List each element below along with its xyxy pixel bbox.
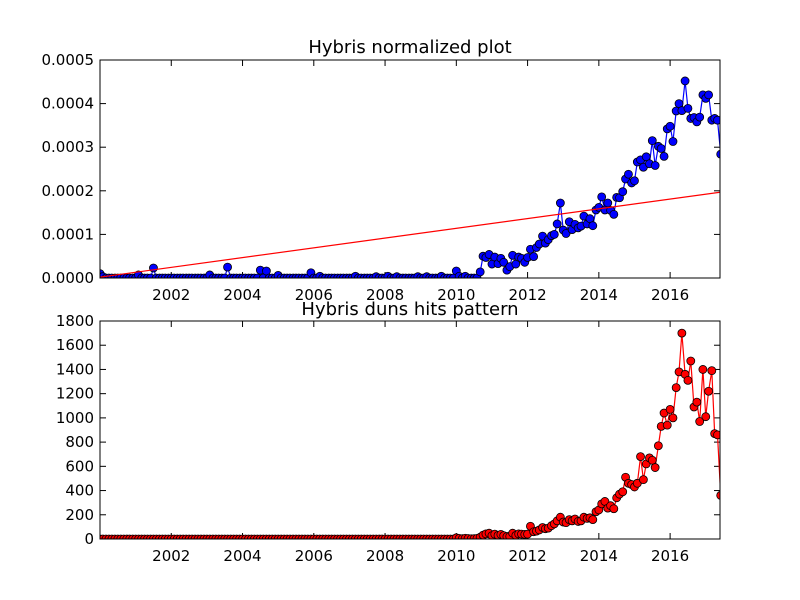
normalized-plot-series-0-point [683, 104, 693, 113]
duns-hits-plot-y-tick-label: 1200 [56, 385, 94, 403]
duns-hits-plot-y-tick-label: 800 [65, 433, 94, 451]
normalized-plot-series-0-point [695, 112, 705, 122]
normalized-plot-series-0-point [549, 229, 559, 239]
normalized-plot-series-1-line [100, 191, 720, 278]
normalized-plot: Hybris normalized plot 2002 2004 2006 2008 2… [42, 37, 721, 304]
duns-hits-plot-y-tick-label: 1400 [56, 360, 94, 378]
duns-hits-plot-series-0-point [698, 365, 708, 374]
duns-hits-plot-y-tick-label: 0 [84, 530, 94, 548]
duns-hits-plot-series-0-point [686, 356, 696, 366]
normalized-plot-y-tick-label: 0.0004 [42, 95, 95, 113]
normalized-plot-series-0-point [713, 115, 720, 125]
normalized-plot-series-0-point [561, 229, 571, 238]
duns-hits-plot-series-0-point [618, 487, 628, 497]
normalized-plot-series-0-point [609, 209, 619, 219]
normalized-plot-series-0-point [499, 257, 509, 267]
duns-hits-plot-series-0-point [665, 405, 675, 414]
duns-hits-plot-x-tick-label: 2016 [651, 547, 689, 565]
duns-hits-plot-series-0-point [677, 328, 687, 338]
normalized-plot-series-0-point [647, 136, 657, 146]
duns-hits-plot-series-0-point [609, 504, 619, 514]
normalized-plot-series-0-point [529, 252, 539, 262]
normalized-plot-data [100, 76, 720, 278]
duns-hits-plot-series-0-point [713, 430, 720, 440]
normalized-plot-series-0-point [475, 267, 485, 277]
normalized-plot-series-0-point [665, 121, 675, 131]
normalized-plot-series-0-point [704, 90, 713, 100]
duns-hits-plot-x-tick-label: 2004 [223, 547, 261, 565]
normalized-plot-series-0-point [603, 198, 613, 208]
normalized-plot-series-0-point [630, 176, 639, 186]
normalized-plot-series-0-point [552, 219, 562, 229]
duns-hits-plot-series-0-point [662, 420, 672, 430]
normalized-plot-x-tick-label: 2014 [580, 286, 618, 304]
normalized-plot-x-tick-label: 2004 [223, 286, 261, 304]
normalized-plot-series-0-point [618, 187, 628, 197]
duns-hits-plot-series-0-point [695, 417, 705, 426]
duns-hits-plot-axes: 2002 2004 2006 2008 2010 2012 2014 2016 0 200 400 6… [56, 312, 721, 565]
duns-hits-plot-x-tick-label: 2014 [580, 547, 618, 565]
normalized-plot-y-tick-label: 0.0000 [42, 269, 95, 287]
duns-hits-plot-x-tick-label: 2008 [366, 547, 404, 565]
duns-hits-plot-y-tick-label: 1800 [56, 312, 94, 330]
duns-hits-plot-series-0-point [692, 397, 702, 407]
normalized-plot-series-0-point [668, 137, 678, 146]
duns-hits-plot-series-0-point [683, 375, 693, 385]
normalized-plot-x-tick-label: 2002 [152, 286, 190, 304]
normalized-plot-frame [99, 59, 721, 279]
duns-hits-plot-series-0-point [707, 366, 717, 376]
duns-hits-plot-frame [99, 320, 721, 540]
normalized-plot-series-0-point [588, 221, 598, 231]
normalized-plot-y-tick-label: 0.0005 [42, 51, 95, 69]
normalized-plot-axes: 2002 2004 2006 2008 2010 2012 2014 2016 0.0000 0.… [42, 51, 721, 304]
normalized-plot-x-tick-label: 2008 [366, 286, 404, 304]
duns-hits-plot: Hybris duns hits pattern 2002 2004 2006 200… [56, 299, 721, 565]
normalized-plot-series-0-point [555, 198, 565, 208]
normalized-plot-x-tick-label: 2006 [295, 286, 333, 304]
duns-hits-plot-y-tick-label: 1600 [56, 336, 94, 354]
normalized-plot-series-0-point [650, 161, 660, 170]
duns-hits-plot-series-0-point [636, 452, 645, 462]
duns-hits-plot-series-0-point [653, 441, 663, 451]
duns-hits-plot-x-tick-label: 2006 [295, 547, 333, 565]
normalized-plot-y-tick-label: 0.0003 [42, 138, 95, 156]
duns-hits-plot-y-tick-label: 1000 [56, 409, 94, 427]
duns-hits-plot-series-0-point [701, 412, 711, 422]
normalized-plot-x-tick-label: 2016 [651, 286, 689, 304]
normalized-plot-series-0-point [624, 169, 633, 179]
normalized-plot-title: Hybris normalized plot [308, 37, 511, 58]
duns-hits-plot-y-tick-label: 400 [65, 482, 94, 500]
duns-hits-plot-series-0-point [668, 413, 678, 423]
duns-hits-plot-x-tick-label: 2012 [508, 547, 546, 565]
duns-hits-plot-y-tick-label: 200 [65, 506, 94, 524]
normalized-plot-y-tick-label: 0.0002 [42, 182, 95, 200]
duns-hits-plot-x-tick-label: 2002 [152, 547, 190, 565]
normalized-plot-x-tick-label: 2010 [437, 286, 475, 304]
normalized-plot-series-0-point [223, 262, 232, 272]
duns-hits-plot-data [100, 328, 720, 539]
normalized-plot-y-tick-label: 0.0001 [42, 225, 95, 243]
normalized-plot-series-0-point [716, 149, 720, 159]
duns-hits-plot-series-0-point [588, 515, 598, 525]
normalized-plot-series-0-point [597, 192, 607, 202]
normalized-plot-series-0-point [680, 76, 690, 86]
duns-hits-plot-x-tick-label: 2010 [437, 547, 475, 565]
duns-hits-plot-series-0-point [671, 383, 681, 393]
duns-hits-plot-series-0-point [650, 463, 660, 472]
normalized-plot-series-0-point [659, 151, 669, 161]
duns-hits-plot-series-0-point [704, 386, 713, 396]
normalized-plot-series-0-point [656, 144, 666, 153]
normalized-plot-x-tick-label: 2012 [508, 286, 546, 304]
duns-hits-plot-series-0-point [716, 491, 720, 500]
duns-hits-plot-title: Hybris duns hits pattern [301, 299, 518, 320]
duns-hits-plot-y-tick-label: 600 [65, 457, 94, 475]
duns-hits-plot-series-0-point [647, 455, 657, 465]
duns-hits-plot-series-0-point [638, 475, 648, 485]
